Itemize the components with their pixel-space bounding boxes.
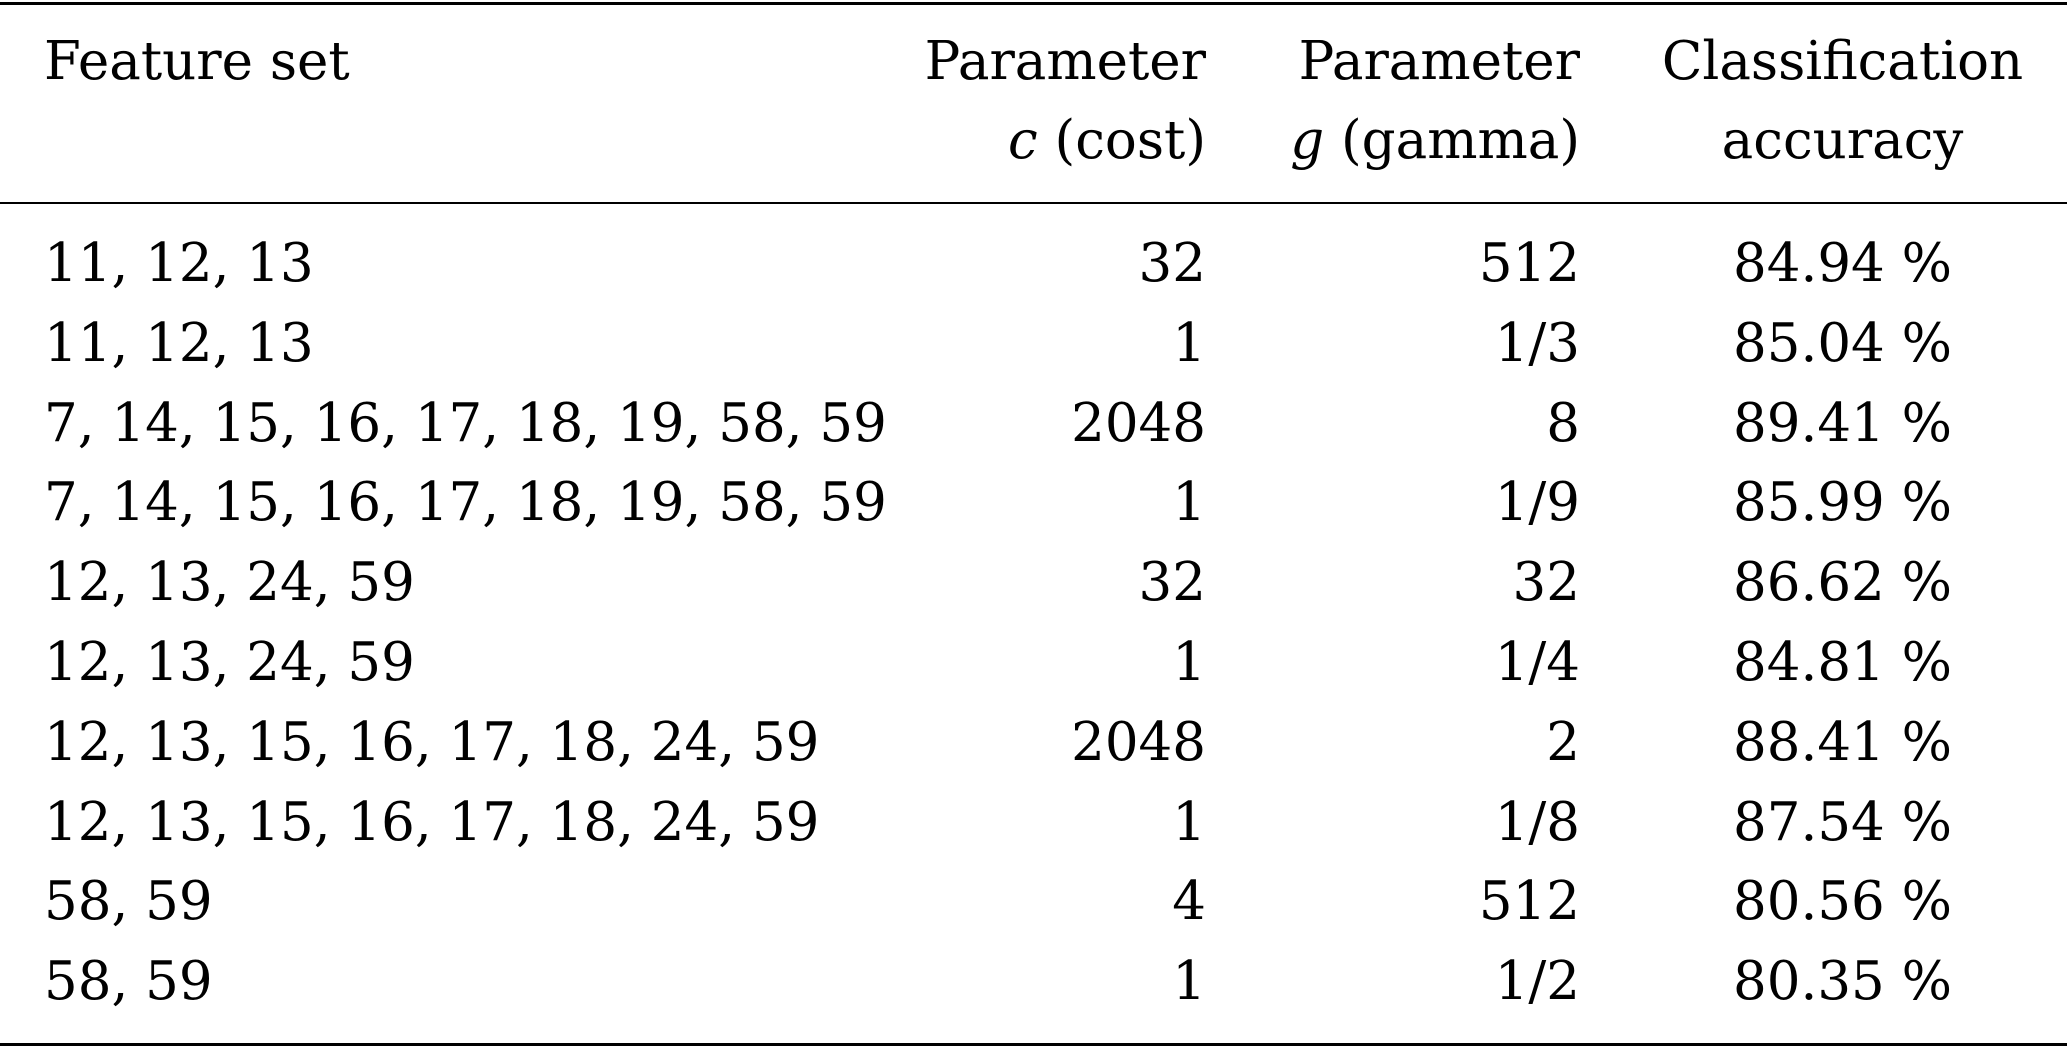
header-cost-symbol: c [1008, 110, 1038, 171]
header-accuracy-line2: accuracy [1721, 110, 1964, 171]
cell-gamma: 1/2 [1494, 951, 1580, 1012]
cell-cost: 32 [1138, 552, 1206, 613]
cell-accuracy: 88.41 % [1733, 712, 1952, 773]
header-cost-suffix: (cost) [1037, 110, 1206, 171]
header-feature-set-label: Feature set [44, 31, 350, 92]
table-header-rule [0, 202, 2067, 204]
cell-gamma: 8 [1546, 393, 1580, 454]
cell-feature-set: 7, 14, 15, 16, 17, 18, 19, 58, 59 [44, 472, 887, 533]
cell-gamma: 1/3 [1494, 313, 1580, 374]
cell-feature-set: 11, 12, 13 [44, 313, 314, 374]
table-bottom-rule [0, 1043, 2067, 1046]
table-top-rule [0, 2, 2067, 5]
cell-accuracy: 84.81 % [1733, 632, 1952, 693]
cell-feature-set: 12, 13, 15, 16, 17, 18, 24, 59 [44, 712, 820, 773]
cell-gamma: 1/4 [1494, 632, 1580, 693]
cell-accuracy: 80.35 % [1733, 951, 1952, 1012]
cell-feature-set: 58, 59 [44, 951, 213, 1012]
cell-accuracy: 85.99 % [1733, 472, 1952, 533]
cell-accuracy: 85.04 % [1733, 313, 1952, 374]
header-gamma-symbol: g [1290, 110, 1325, 171]
cell-accuracy: 87.54 % [1733, 792, 1952, 853]
header-gamma-line1: Parameter [1298, 31, 1580, 92]
cell-accuracy: 86.62 % [1733, 552, 1952, 613]
cell-gamma: 512 [1478, 871, 1580, 932]
cell-cost: 1 [1172, 792, 1206, 853]
cell-gamma: 2 [1546, 712, 1580, 773]
header-accuracy: Classification accuracy [1640, 22, 2045, 180]
cell-accuracy: 84.94 % [1733, 233, 1952, 294]
header-accuracy-line1: Classification [1661, 31, 2024, 92]
header-cost-line1: Parameter [924, 31, 1206, 92]
header-cost: Parameter c (cost) [880, 22, 1206, 180]
cell-cost: 1 [1172, 472, 1206, 533]
cell-cost: 2048 [1071, 712, 1206, 773]
cell-feature-set: 12, 13, 24, 59 [44, 632, 415, 693]
cell-feature-set: 12, 13, 15, 16, 17, 18, 24, 59 [44, 792, 820, 853]
header-feature-set: Feature set [44, 22, 350, 101]
cell-feature-set: 11, 12, 13 [44, 233, 314, 294]
header-gamma-suffix: (gamma) [1324, 110, 1580, 171]
cell-cost: 1 [1172, 313, 1206, 374]
cell-cost: 4 [1172, 871, 1206, 932]
cell-accuracy: 80.56 % [1733, 871, 1952, 932]
cell-feature-set: 7, 14, 15, 16, 17, 18, 19, 58, 59 [44, 393, 887, 454]
cell-gamma: 512 [1478, 233, 1580, 294]
cell-accuracy: 89.41 % [1733, 393, 1952, 454]
header-gamma-line2: g (gamma) [1230, 101, 1580, 180]
cell-cost: 2048 [1071, 393, 1206, 454]
header-gamma: Parameter g (gamma) [1230, 22, 1580, 180]
cell-gamma: 32 [1512, 552, 1580, 613]
cell-cost: 32 [1138, 233, 1206, 294]
cell-feature-set: 58, 59 [44, 871, 213, 932]
cell-cost: 1 [1172, 632, 1206, 693]
cell-cost: 1 [1172, 951, 1206, 1012]
cell-gamma: 1/9 [1494, 472, 1580, 533]
cell-feature-set: 12, 13, 24, 59 [44, 552, 415, 613]
header-cost-line2: c (cost) [880, 101, 1206, 180]
cell-gamma: 1/8 [1494, 792, 1580, 853]
